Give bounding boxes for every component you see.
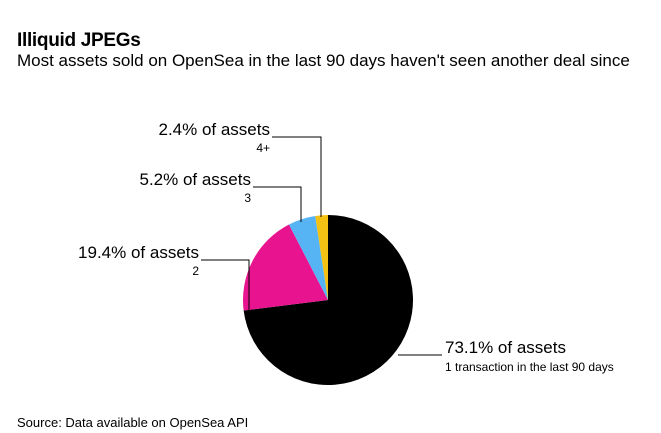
pie-slice — [243, 224, 328, 311]
leader-line — [272, 136, 322, 217]
chart-title: Illiquid JPEGs — [17, 30, 141, 51]
slice-value-label: 2.4% of assets — [158, 120, 270, 139]
slice-value-label: 73.1% of assets — [445, 338, 566, 357]
slice-category-label: 2 — [192, 264, 199, 278]
source-note: Source: Data available on OpenSea API — [17, 415, 249, 430]
slice-category-label: 3 — [244, 191, 251, 205]
slice-category-label: 1 transaction in the last 90 days — [445, 360, 614, 374]
slice-value-label: 19.4% of assets — [78, 243, 199, 262]
slice-labels: 73.1% of assets 1 transaction in the last… — [78, 120, 614, 374]
slice-category-label: 4+ — [256, 141, 270, 155]
leader-line — [201, 259, 250, 313]
pie-slice — [243, 215, 413, 385]
chart-subtitle: Most assets sold on OpenSea in the last … — [17, 51, 630, 70]
pie-slice — [315, 215, 328, 300]
leader-lines — [201, 136, 442, 356]
leader-line — [253, 186, 302, 222]
pie-slices — [243, 215, 413, 385]
pie-slice — [288, 215, 328, 300]
slice-value-label: 5.2% of assets — [139, 170, 251, 189]
